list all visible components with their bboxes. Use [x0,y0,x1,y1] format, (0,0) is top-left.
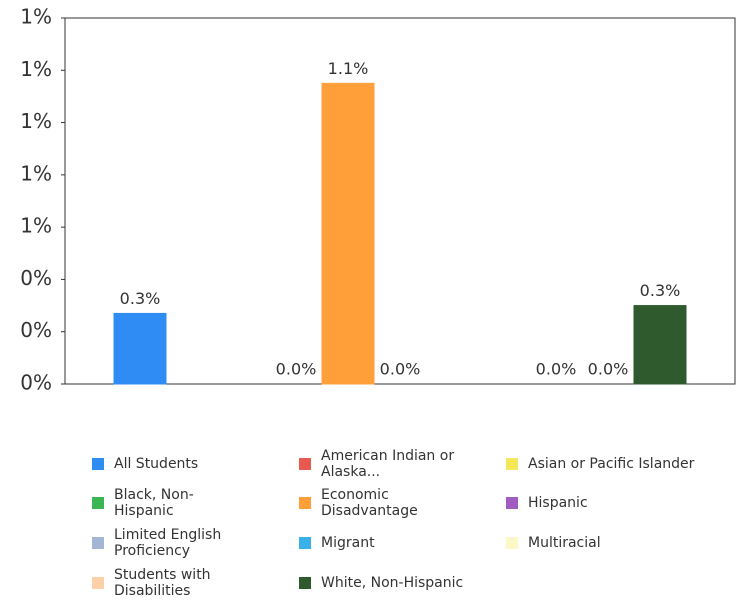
legend-label: Multiracial [528,535,601,551]
value-label: 1.1% [328,59,369,78]
legend-swatch [506,497,518,509]
legend-swatch [299,497,311,509]
bar [633,305,687,385]
legend-item: American Indian or Alaska... [299,447,471,481]
value-label: 0.3% [640,281,681,300]
legend-swatch [299,577,311,589]
value-label: 0.0% [276,360,317,379]
legend-item: Black, Non-Hispanic [92,486,242,520]
y-tick-label: 1% [20,57,52,81]
chart: 0% 0% 0% 1% 1% 1% 1% 1% 0.3% 0.0% 1.1% 0.0% 0.0% 0.0%… [20,5,736,395]
legend-item: All Students [92,447,198,481]
legend-item: Multiracial [506,526,601,560]
legend-item: White, Non-Hispanic [299,566,463,600]
legend-label: Asian or Pacific Islander [528,456,695,472]
y-tick-label: 0% [20,266,52,290]
value-label: 0.0% [536,360,577,379]
legend-swatch [299,458,311,470]
y-tick-label: 1% [20,109,52,133]
legend-item: Asian or Pacific Islander [506,447,694,481]
legend-item: Hispanic [506,486,588,520]
legend-swatch [299,537,311,549]
legend-label: Hispanic [528,495,588,511]
legend-label: Black, Non-Hispanic [114,487,194,519]
value-label: 0.3% [120,289,161,308]
value-label: 0.0% [588,360,629,379]
legend-item: Economic Disadvantage [299,486,471,520]
legend-swatch [92,537,104,549]
value-label: 0.0% [380,360,421,379]
legend-swatch [92,458,104,470]
legend-label: Migrant [321,535,375,551]
bar [321,82,375,385]
legend-swatch [92,497,104,509]
plot-frame [64,17,736,385]
legend-label: Students with Disabilities [114,567,211,599]
y-tick-label: 1% [20,5,52,29]
y-tick-label: 1% [20,214,52,238]
legend-label: Limited English Proficiency [114,527,222,559]
legend-label: All Students [114,456,199,472]
legend-label: American Indian or Alaska... [321,448,455,480]
y-tick-label: 0% [20,318,52,342]
legend-item: Migrant [299,526,375,560]
y-tick-label: 1% [20,161,52,185]
legend-swatch [92,577,104,589]
legend-swatch [506,458,518,470]
legend-label: Economic Disadvantage [321,487,418,519]
legend-item: Limited English Proficiency [92,526,242,560]
legend-swatch [506,537,518,549]
legend-item: Students with Disabilities [92,566,242,600]
legend-label: White, Non-Hispanic [321,575,464,591]
bar [113,312,167,385]
y-tick-label: 0% [20,371,52,395]
